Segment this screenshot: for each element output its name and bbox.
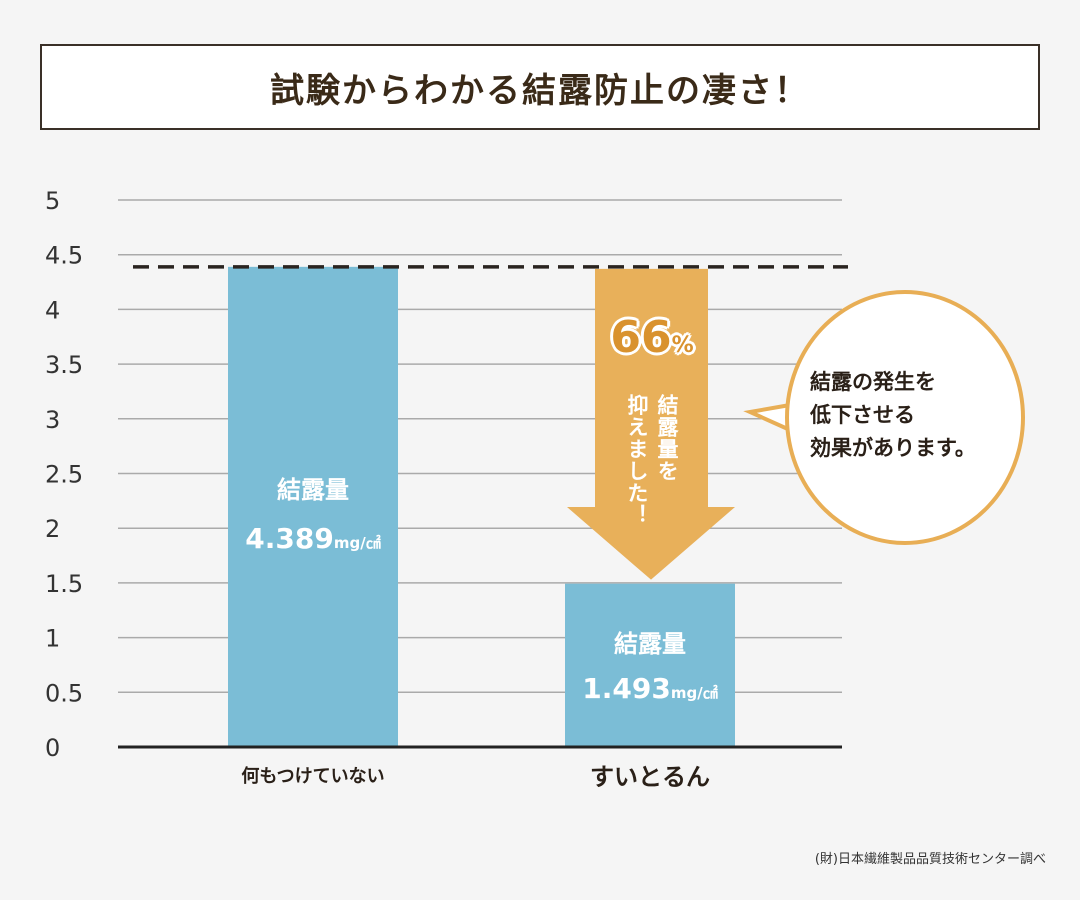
bar-label-2: 結露量 bbox=[614, 630, 686, 658]
y-tick-label: 1 bbox=[45, 625, 60, 653]
bar bbox=[565, 583, 735, 747]
value-text: 1.493 bbox=[582, 672, 671, 705]
percent-sign: % bbox=[671, 333, 694, 358]
arrow-text-2: 抑えました！ bbox=[625, 394, 649, 526]
y-tick-label: 4.5 bbox=[45, 242, 83, 270]
bar-value-1: 4.389mg/㎠ bbox=[228, 522, 398, 555]
bar-value-2: 1.493mg/㎠ bbox=[565, 672, 735, 705]
bar bbox=[228, 266, 398, 747]
y-tick-label: 1.5 bbox=[45, 570, 83, 598]
source-note: (財)日本繊維製品品質技術センター調べ bbox=[814, 852, 1046, 867]
reduction-arrow bbox=[567, 268, 735, 580]
callout-line: 結露の発生を bbox=[810, 370, 936, 394]
y-tick-label: 3.5 bbox=[45, 351, 83, 379]
y-tick-label: 4 bbox=[45, 296, 60, 324]
reduction-percent: 66% bbox=[596, 312, 708, 363]
y-tick-label: 2.5 bbox=[45, 461, 83, 489]
x-category-label: すいとるん bbox=[590, 763, 710, 791]
callout-tail bbox=[743, 402, 792, 434]
callout-text: 結露の発生を 低下させる 効果があります。 bbox=[810, 366, 976, 465]
unit-text: mg/㎠ bbox=[670, 684, 718, 702]
y-tick-label: 3 bbox=[45, 406, 60, 434]
unit-text: mg/㎠ bbox=[333, 534, 381, 552]
y-tick-label: 5 bbox=[45, 187, 60, 215]
arrow-text-1: 結露量を bbox=[655, 394, 679, 482]
x-category-label: 何もつけていない bbox=[241, 765, 384, 787]
chart-title: 試験からわかる結露防止の凄さ！ bbox=[40, 44, 1040, 130]
callout-line: 効果があります。 bbox=[810, 436, 976, 460]
callout-line: 低下させる bbox=[810, 403, 915, 427]
y-tick-label: 0 bbox=[45, 734, 60, 762]
percent-value: 66 bbox=[610, 312, 672, 363]
y-tick-label: 2 bbox=[45, 515, 60, 543]
y-tick-label: 0.5 bbox=[45, 679, 83, 707]
callout-bubble bbox=[785, 290, 1025, 545]
bar-label-1: 結露量 bbox=[277, 476, 349, 504]
value-text: 4.389 bbox=[245, 522, 334, 555]
